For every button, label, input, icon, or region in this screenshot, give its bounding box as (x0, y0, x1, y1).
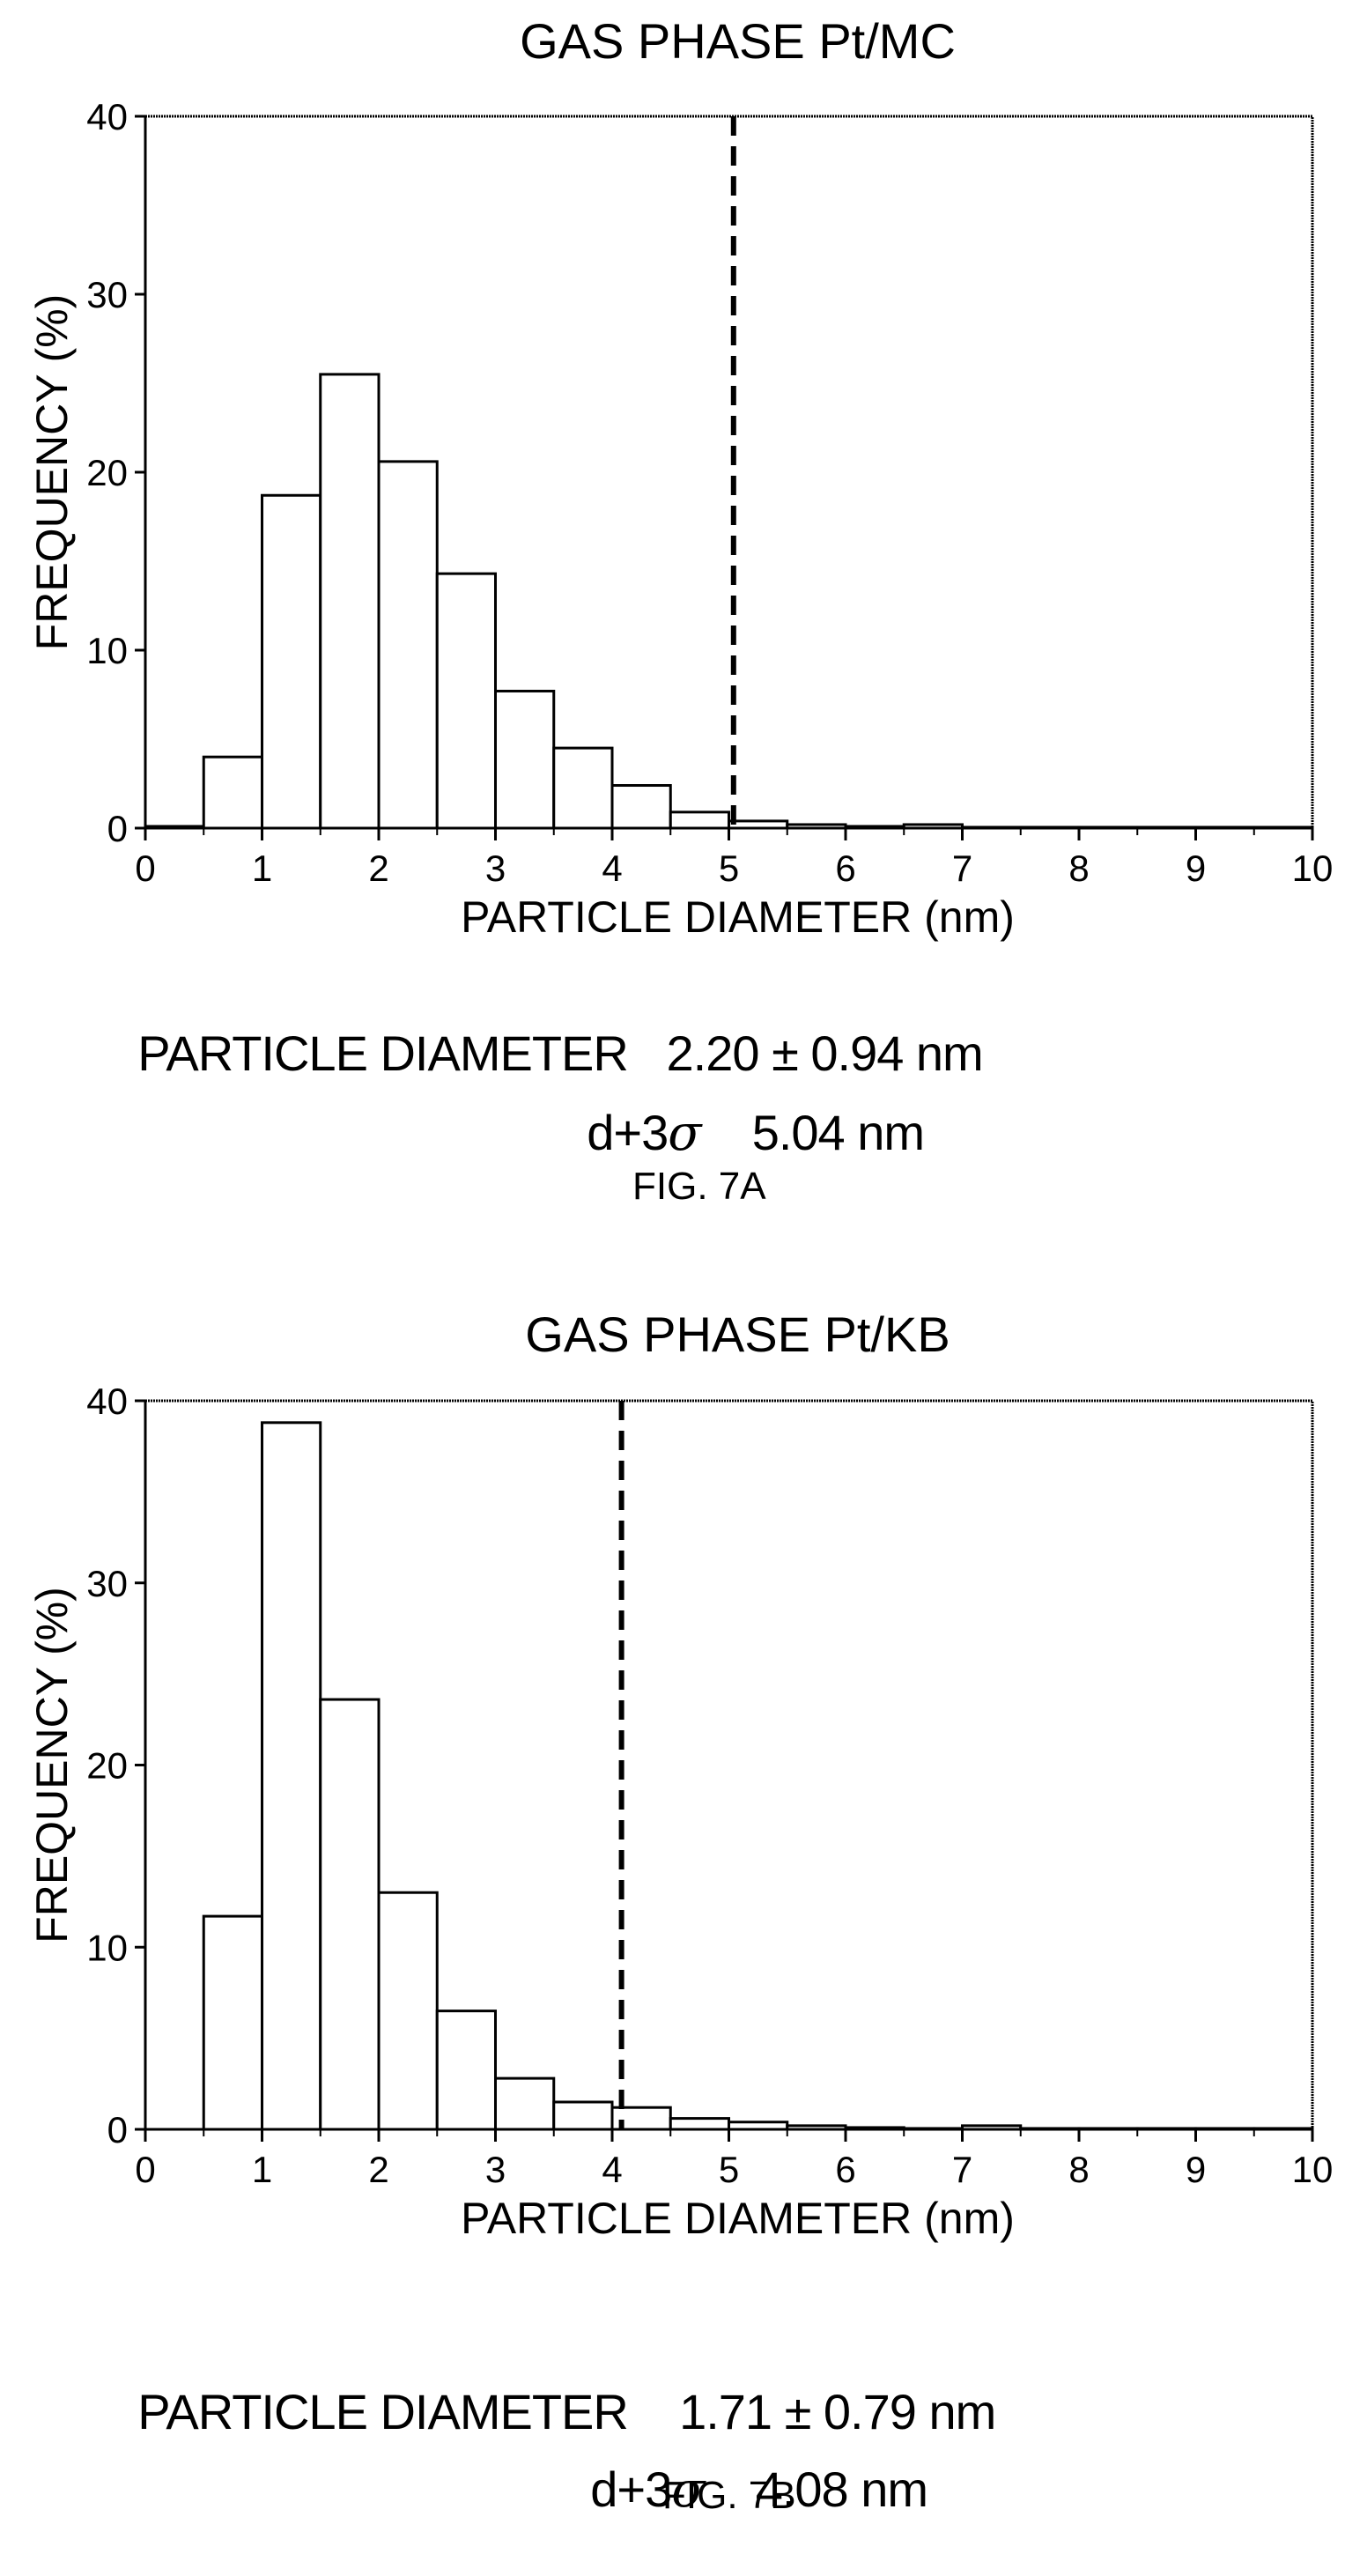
y-tick-label: 20 (86, 452, 128, 493)
x-tick-label: 8 (1068, 848, 1089, 889)
x-tick-label: 2 (368, 2149, 388, 2190)
sigma-stat: d+3σ 5.04 nm (536, 1047, 925, 1219)
x-tick-label: 6 (835, 2149, 855, 2190)
histogram-bar (202, 755, 263, 830)
figure-caption: FIG. 7A (632, 1165, 766, 1208)
x-axis-label: PARTICLE DIAMETER (nm) (461, 2194, 1015, 2243)
x-tick-label: 4 (602, 2149, 622, 2190)
histogram-bar (494, 689, 556, 830)
y-tick-label: 30 (86, 1563, 128, 1604)
histogram-bar (552, 746, 614, 830)
particle-diameter-label: PARTICLE DIAMETER (137, 1025, 629, 1081)
x-tick-label: 8 (1068, 2149, 1089, 2190)
histogram-bar (377, 1891, 439, 2131)
y-axis-label: FREQUENCY (%) (27, 294, 77, 651)
sigma-stat: d+3σ 4.08 nm (539, 2403, 928, 2576)
x-tick-label: 9 (1186, 848, 1206, 889)
y-tick-label: 30 (86, 274, 128, 315)
sigma-symbol: σ (668, 1105, 701, 1162)
x-tick-label: 7 (952, 848, 972, 889)
x-axis-label: PARTICLE DIAMETER (nm) (461, 892, 1015, 942)
x-tick-label: 1 (252, 848, 272, 889)
figure-7b: GAS PHASE Pt/KB 0 1 2 3 4 5 6 7 8 9 10 0 10 20 30 40 PART… (0, 1269, 1345, 2542)
y-tick-label: 40 (86, 1381, 128, 1422)
x-tick-label: 3 (485, 848, 506, 889)
particle-diameter-value: 2.20 ± 0.94 nm (666, 1025, 984, 1081)
histogram-bar (669, 2117, 730, 2131)
histogram-bar (377, 460, 439, 830)
x-tick-label: 10 (1292, 848, 1334, 889)
histogram-bar (261, 493, 322, 830)
histogram-chart-pt-kb: GAS PHASE Pt/KB 0 1 2 3 4 5 6 7 8 9 10 0 10 20 30 40 PART… (27, 1307, 1334, 2243)
histogram-bar (494, 2076, 556, 2131)
histogram-bar (319, 1698, 381, 2131)
histogram-bar (610, 784, 672, 830)
sigma-value: 5.04 nm (751, 1105, 925, 1160)
sigma-label-prefix: d+3 (587, 1105, 669, 1160)
sigma-label-prefix: d+3 (590, 2461, 672, 2517)
particle-diameter-value: 1.71 ± 0.79 nm (679, 2384, 996, 2439)
x-tick-label: 9 (1186, 2149, 1206, 2190)
y-tick-label: 0 (107, 808, 128, 849)
particle-diameter-stat: PARTICLE DIAMETER 1.71 ± 0.79 nm (86, 2326, 996, 2498)
x-tick-label: 2 (368, 848, 388, 889)
y-tick-label: 10 (86, 1927, 128, 1968)
histogram-bar (669, 811, 730, 830)
x-tick-label: 0 (135, 848, 155, 889)
x-tick-label: 6 (835, 848, 855, 889)
x-tick-label: 3 (485, 2149, 506, 2190)
histogram-bar (435, 572, 497, 830)
histogram-chart-pt-mc: GAS PHASE Pt/MC 0 1 2 3 4 5 6 7 8 9 10 0 10 20 30 40 PART… (27, 13, 1334, 942)
x-tick-label: 7 (952, 2149, 972, 2190)
histogram-bar (202, 1914, 263, 2131)
particle-diameter-stat: PARTICLE DIAMETER 2.20 ± 0.94 nm (86, 967, 983, 1139)
y-tick-label: 0 (107, 2109, 128, 2150)
figure-caption: FIG. 7B (662, 2474, 796, 2517)
chart-title: GAS PHASE Pt/KB (525, 1307, 950, 1362)
particle-diameter-label: PARTICLE DIAMETER (137, 2384, 629, 2439)
y-tick-label: 40 (86, 96, 128, 137)
x-tick-label: 4 (602, 848, 622, 889)
histogram-bar (435, 2010, 497, 2131)
x-tick-label: 5 (719, 848, 739, 889)
x-tick-label: 5 (719, 2149, 739, 2190)
y-axis-label: FREQUENCY (%) (27, 1587, 77, 1943)
sigma-value: 4.08 nm (755, 2461, 928, 2517)
x-tick-label: 0 (135, 2149, 155, 2190)
y-tick-label: 10 (86, 630, 128, 671)
y-tick-label: 20 (86, 1745, 128, 1787)
x-tick-label: 1 (252, 2149, 272, 2190)
sigma-symbol: σ (671, 2461, 705, 2519)
chart-title: GAS PHASE Pt/MC (520, 13, 956, 69)
histogram-bar (552, 2100, 614, 2131)
histogram-bar (319, 373, 381, 830)
histogram-bar (261, 1421, 322, 2131)
x-tick-label: 10 (1292, 2149, 1334, 2190)
figure-7a: GAS PHASE Pt/MC 0 1 2 3 4 5 6 7 8 9 10 0 10 20 30 40 PART… (0, 0, 1345, 1269)
